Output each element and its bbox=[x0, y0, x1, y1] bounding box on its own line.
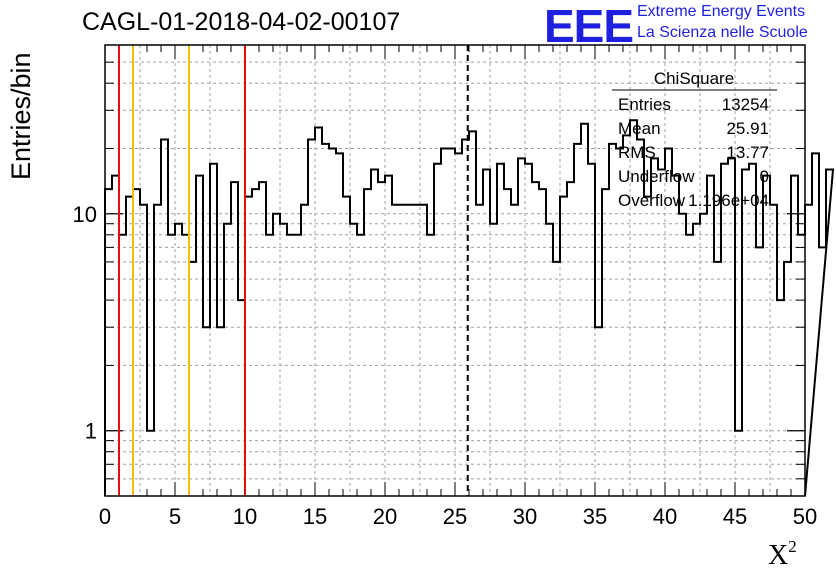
x-tick-label: 20 bbox=[373, 504, 397, 529]
stats-value: 0 bbox=[760, 167, 769, 186]
stats-label: Entries bbox=[618, 95, 671, 114]
stats-label: Mean bbox=[618, 119, 661, 138]
stats-label: Underflow bbox=[618, 167, 695, 186]
x-axis-label-base: X bbox=[768, 540, 789, 571]
org-name-line2: La Scienza nelle Scuole bbox=[637, 24, 808, 41]
stats-value: 25.91 bbox=[726, 119, 769, 138]
stats-value: 13.77 bbox=[726, 143, 769, 162]
x-tick-label: 5 bbox=[169, 504, 181, 529]
y-tick-label: 10 bbox=[73, 202, 97, 227]
chart-title: CAGL-01-2018-04-02-00107 bbox=[82, 8, 401, 36]
x-axis-label: X2 bbox=[768, 537, 797, 572]
x-tick-label: 50 bbox=[793, 504, 817, 529]
x-tick-label: 15 bbox=[303, 504, 327, 529]
stats-box-title: ChiSquare bbox=[654, 69, 734, 88]
x-tick-label: 30 bbox=[513, 504, 537, 529]
eee-logo: EEE bbox=[544, 0, 634, 52]
x-tick-label: 35 bbox=[583, 504, 607, 529]
org-name-line1: Extreme Energy Events bbox=[637, 3, 806, 20]
x-tick-label: 45 bbox=[723, 504, 747, 529]
x-tick-label: 25 bbox=[443, 504, 467, 529]
stats-value: 1.196e+04 bbox=[688, 191, 769, 210]
y-tick-label: 1 bbox=[85, 419, 97, 444]
x-tick-label: 0 bbox=[99, 504, 111, 529]
stats-value: 13254 bbox=[722, 95, 769, 114]
histogram-series bbox=[104, 119, 835, 497]
stats-label: RMS bbox=[618, 143, 656, 162]
x-tick-label: 40 bbox=[653, 504, 677, 529]
x-axis-label-sup: 2 bbox=[788, 537, 797, 556]
stats-label: Overflow bbox=[618, 191, 686, 210]
plot-frame bbox=[104, 44, 806, 497]
x-tick-label: 10 bbox=[233, 504, 257, 529]
